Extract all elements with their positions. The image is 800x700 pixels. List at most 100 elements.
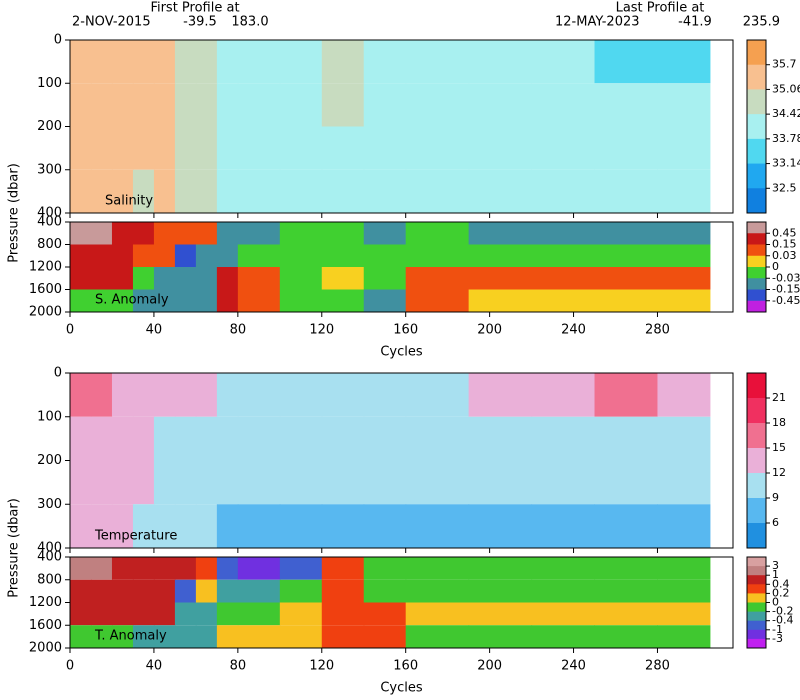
heatmap-cell	[321, 83, 365, 127]
heatmap-cell	[132, 460, 155, 505]
colorbar-label: 0	[772, 596, 779, 609]
x-tick-label: 0	[66, 323, 74, 338]
heatmap-cell	[279, 289, 323, 312]
y-axis-label: Pressure (dbar)	[7, 163, 22, 263]
heatmap-cell	[237, 625, 281, 648]
heatmap-cell	[405, 83, 470, 127]
heatmap-cell	[594, 289, 658, 312]
heatmap-cell	[405, 460, 470, 505]
heatmap-cell	[111, 244, 134, 267]
colorbar-segment	[747, 64, 766, 90]
colorbar-segment	[747, 278, 766, 290]
y-tick-label: 800	[37, 237, 62, 252]
colorbar-segment	[747, 255, 766, 268]
heatmap-cell	[657, 373, 711, 417]
heatmap-cell	[405, 602, 470, 626]
y-tick-label: 300	[37, 162, 62, 177]
colorbar-label: 0.03	[772, 249, 797, 262]
heatmap-cell	[132, 625, 155, 648]
colorbar-segment	[747, 593, 766, 603]
heatmap-cell	[90, 222, 113, 245]
x-tick-label: 0	[66, 659, 74, 674]
heatmap-cell	[195, 267, 218, 290]
colorbar-segment	[747, 398, 766, 424]
heatmap-cell	[531, 460, 596, 505]
heatmap-cell	[153, 222, 176, 245]
heatmap-cell	[594, 579, 658, 603]
heatmap-cell	[216, 289, 239, 312]
heatmap-cell	[531, 625, 596, 648]
colorbar-label: 35.7	[772, 58, 797, 71]
colorbar-segment	[747, 222, 766, 234]
heatmap-cell	[216, 416, 239, 461]
heatmap-cell	[657, 83, 711, 127]
heatmap-cell	[70, 169, 92, 213]
heatmap-cell	[216, 579, 239, 603]
heatmap-cell	[174, 126, 197, 170]
heatmap-cell	[468, 289, 533, 312]
heatmap-cell	[237, 602, 281, 626]
heatmap-cell	[216, 557, 239, 580]
heatmap-cell	[174, 373, 197, 417]
heatmap-cell	[195, 40, 218, 84]
heatmap-cell	[111, 40, 134, 84]
heatmap-cell	[216, 267, 239, 290]
panel-label: S. Anomaly	[95, 293, 169, 308]
heatmap-cell	[405, 222, 470, 245]
heatmap-cell	[111, 289, 134, 312]
heatmap-cell	[70, 244, 92, 267]
heatmap-cell	[132, 373, 155, 417]
colorbar-segment	[747, 163, 766, 189]
heatmap-cell	[321, 267, 365, 290]
heatmap-cell	[111, 83, 134, 127]
heatmap-cell	[594, 557, 658, 580]
heatmap-cell	[531, 126, 596, 170]
heatmap-cell	[153, 40, 176, 84]
heatmap-cell	[153, 602, 176, 626]
heatmap-cell	[153, 579, 176, 603]
heatmap-cell	[531, 169, 596, 213]
y-axis-label: Pressure (dbar)	[7, 498, 22, 598]
colorbar-label: -0.2	[772, 605, 793, 618]
heatmap-cell	[111, 460, 134, 505]
heatmap-cell	[363, 557, 407, 580]
y-tick-label: 2000	[29, 305, 62, 320]
y-tick-label: 400	[37, 206, 62, 221]
colorbar-segment	[747, 557, 766, 567]
heatmap-cell	[174, 416, 197, 461]
heatmap-cell	[111, 504, 134, 548]
colorbar-segment	[747, 89, 766, 115]
heatmap-cell	[279, 460, 323, 505]
colorbar-segment	[747, 40, 766, 66]
heatmap-cell	[153, 169, 176, 213]
colorbar-label: 0.4	[772, 577, 790, 590]
heatmap-cell	[132, 126, 155, 170]
heatmap-cell	[174, 169, 197, 213]
heatmap-cell	[321, 373, 365, 417]
heatmap-cell	[468, 460, 533, 505]
heatmap-cell	[195, 169, 218, 213]
heatmap-cell	[531, 416, 596, 461]
heatmap-cell	[279, 222, 323, 245]
heatmap-cell	[132, 222, 155, 245]
heatmap-cell	[279, 244, 323, 267]
y-tick-label: 800	[37, 572, 62, 587]
heatmap-cell	[132, 267, 155, 290]
header-text: 2-NOV-2015	[72, 15, 151, 30]
heatmap-cell	[174, 460, 197, 505]
heatmap-cell	[279, 557, 323, 580]
heatmap-cell	[132, 169, 155, 213]
colorbar-label: 21	[772, 391, 786, 404]
heatmap-cell	[153, 557, 176, 580]
heatmap-cell	[132, 557, 155, 580]
x-axis-label: Cycles	[380, 681, 423, 696]
heatmap-cell	[405, 244, 470, 267]
heatmap-cell	[468, 40, 533, 84]
x-tick-label: 160	[393, 323, 418, 338]
heatmap-cell	[468, 579, 533, 603]
heatmap-cell	[90, 126, 113, 170]
heatmap-cell	[405, 169, 470, 213]
heatmap-cell	[216, 222, 239, 245]
heatmap-cell	[657, 625, 711, 648]
heatmap-cell	[70, 504, 92, 548]
